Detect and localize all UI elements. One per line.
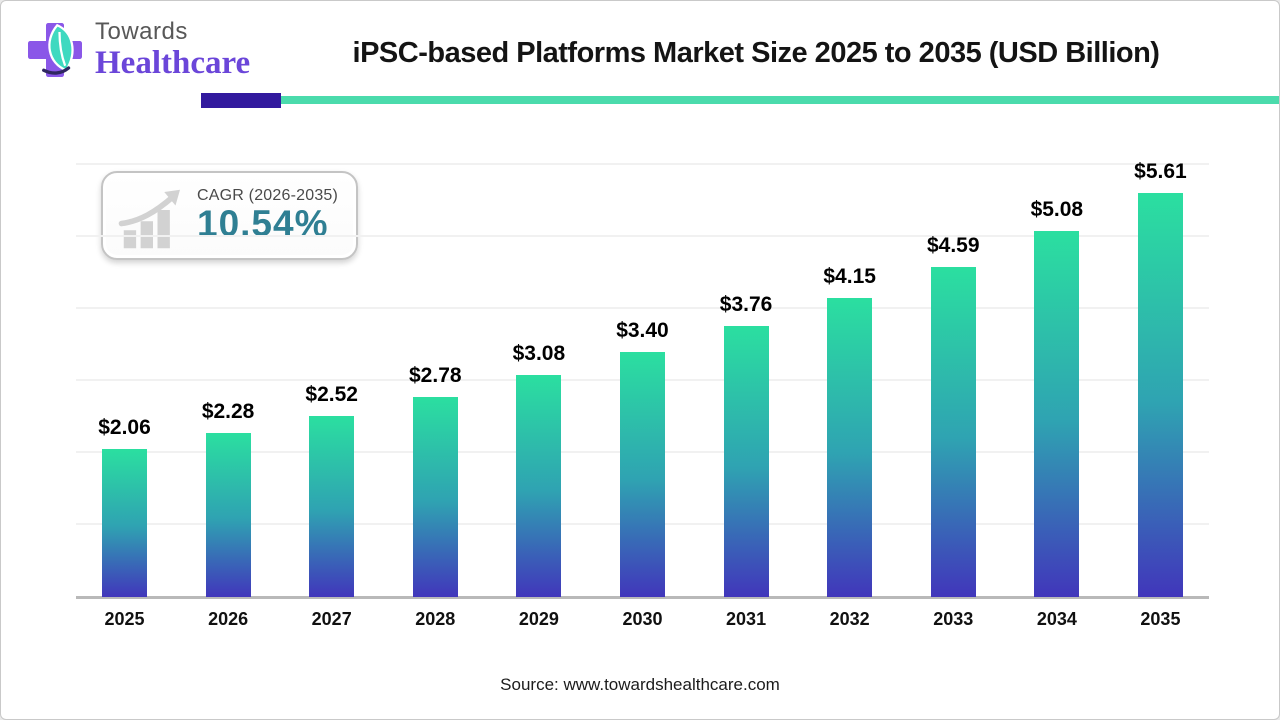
- x-axis-tick-label: 2026: [208, 609, 249, 629]
- bar-value-label: $4.59: [926, 233, 980, 257]
- year-slot: 2026: [206, 609, 251, 633]
- bar-value-label: $5.61: [1134, 160, 1187, 184]
- bar-value-label: $2.78: [409, 363, 462, 387]
- x-axis-tick-label: 2033: [933, 609, 974, 629]
- x-axis-tick-label: 2034: [1036, 609, 1077, 629]
- bar-slot-2025: $2.06: [98, 151, 151, 597]
- bar-value-label: $3.40: [616, 319, 669, 343]
- cagr-label: CAGR (2026-2035): [197, 187, 339, 205]
- year-slot: 2028: [413, 609, 458, 633]
- bar-value-label: $5.08: [1030, 198, 1084, 222]
- source-text: Source: www.towardshealthcare.com: [500, 675, 780, 694]
- year-slot: 2029: [516, 609, 561, 633]
- x-axis-tick-label: 2030: [622, 609, 663, 629]
- header-rule-purple: [201, 93, 281, 108]
- growth-chart-icon: [118, 189, 180, 248]
- bar-2025: [102, 448, 147, 597]
- x-axis-tick-label: 2025: [104, 609, 145, 629]
- year-slot: 2034: [1034, 609, 1079, 633]
- bar-2028: [412, 396, 458, 597]
- bar-value-label: $2.06: [98, 415, 151, 439]
- page-title: iPSC-based Platforms Market Size 2025 to…: [352, 37, 1160, 69]
- bar-2031: [723, 326, 769, 597]
- year-slot: 2032: [827, 609, 872, 633]
- logo-name-top: Towards: [95, 18, 188, 46]
- year-slot: 2031: [724, 609, 769, 633]
- logo-cross-leaf-icon: [28, 23, 82, 77]
- logo-swoosh-icon: [42, 66, 71, 75]
- bar-2026: [205, 432, 251, 597]
- bar-2033: [930, 266, 976, 597]
- bar-slot-2031: $3.76: [720, 151, 772, 597]
- bar-2032: [827, 298, 873, 597]
- bar-slot-2028: $2.78: [409, 151, 462, 597]
- bar-2027: [309, 415, 355, 597]
- bar-value-label: $3.08: [512, 342, 566, 366]
- bar-value-label: $4.15: [823, 265, 876, 289]
- x-axis-tick-label: 2035: [1140, 609, 1181, 629]
- bar-slot-2026: $2.28: [202, 151, 254, 597]
- year-slot: 2030: [620, 609, 665, 633]
- bar-2029: [516, 375, 562, 597]
- bar-2034: [1034, 231, 1080, 597]
- bar-slot-2027: $2.52: [305, 151, 358, 597]
- x-axis-tick-label: 2029: [518, 609, 559, 629]
- year-slot: 2035: [1138, 609, 1183, 633]
- gridline: [76, 163, 1209, 165]
- x-axis-line: [76, 596, 1209, 599]
- bar-2035: [1137, 193, 1183, 597]
- bar-chart: $2.06 $2.28 $2.52 $2.78 $3.08 $3.40 $3.76 $4.15…: [76, 151, 1209, 599]
- x-axis-tick-label: 2027: [311, 609, 352, 629]
- gridline: [76, 235, 1209, 237]
- bar-value-label: $3.76: [719, 293, 773, 317]
- bar-slot-2032: $4.15: [823, 151, 876, 597]
- year-slot: 2025: [102, 609, 147, 633]
- x-axis-labels: 2025 2026 2027 2028 2029 2030 2031 2032 2033 2034…: [76, 609, 1209, 633]
- bar-2030: [619, 352, 665, 597]
- logo-text: Towards Healthcare: [95, 19, 250, 81]
- bar-value-label: $2.28: [201, 399, 255, 423]
- header-rule-teal: [281, 96, 1279, 104]
- x-axis-tick-label: 2028: [415, 609, 456, 629]
- x-axis-tick-label: 2032: [829, 609, 870, 629]
- bar-value-label: $2.52: [305, 382, 358, 406]
- x-axis-tick-label: 2031: [726, 609, 767, 629]
- logo-leaf-vein-icon: [58, 31, 67, 67]
- bar-slot-2034: $5.08: [1031, 151, 1083, 597]
- bar-slot-2033: $4.59: [927, 151, 980, 597]
- year-slot: 2027: [309, 609, 354, 633]
- gridline: [76, 307, 1209, 309]
- bar-slot-2029: $3.08: [513, 151, 565, 597]
- logo-name-bottom: Healthcare: [95, 45, 251, 82]
- bar-slot-2035: $5.61: [1134, 151, 1187, 597]
- brand-logo: Towards Healthcare: [19, 13, 250, 87]
- bar-slot-2030: $3.40: [616, 151, 669, 597]
- year-slot: 2033: [931, 609, 976, 633]
- bars-row: $2.06 $2.28 $2.52 $2.78 $3.08 $3.40 $3.76 $4.15…: [76, 151, 1209, 597]
